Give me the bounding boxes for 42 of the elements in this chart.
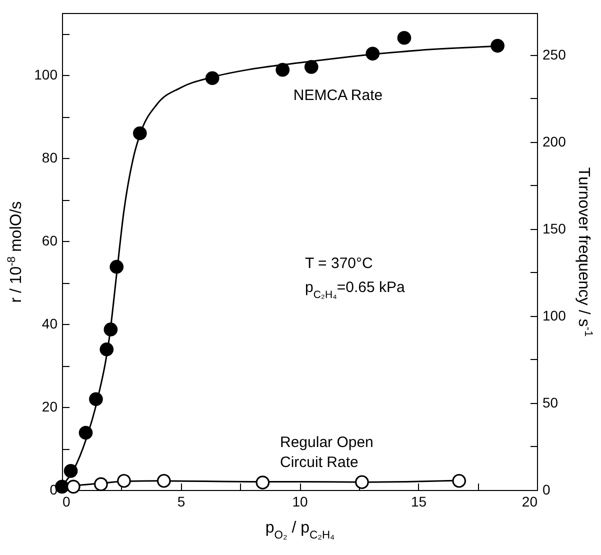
point — [397, 30, 412, 45]
point — [55, 480, 69, 494]
point — [78, 426, 93, 440]
point — [117, 474, 131, 488]
point — [64, 464, 78, 478]
x-axis-title: p$_{O₂}$ / p$_{C₂H₄}$ — [265, 520, 336, 542]
point — [452, 474, 466, 488]
x-tick-label: 15 — [410, 494, 427, 510]
point — [100, 342, 114, 356]
y2-tick-label: 100 — [542, 307, 566, 324]
y2-tick-label: 0 — [542, 482, 550, 498]
point — [110, 260, 124, 274]
point — [94, 477, 108, 492]
point — [205, 71, 220, 86]
annotation: T = 370°C — [305, 255, 374, 272]
annotation: p$_{C₂H₄}$=0.65 kPa — [305, 279, 406, 301]
point — [304, 60, 318, 74]
point — [355, 475, 369, 490]
y-tick-label: 100 — [34, 66, 58, 83]
x-tick-label: 5 — [177, 494, 186, 510]
point — [104, 322, 118, 336]
y2-tick-label: 200 — [542, 133, 566, 150]
y-tick-label: 60 — [42, 232, 58, 249]
point — [366, 46, 380, 61]
point — [66, 480, 80, 494]
point — [276, 62, 290, 77]
point — [256, 476, 270, 490]
y-tick-label: 20 — [42, 398, 58, 415]
series-label: NEMCA Rate — [293, 87, 383, 104]
point — [490, 38, 504, 53]
x-tick-label: 20 — [522, 494, 538, 510]
x-tick-label: 0 — [62, 494, 70, 510]
point — [156, 474, 171, 488]
y-tick-label: 80 — [42, 150, 58, 166]
y2-tick-label: 150 — [542, 220, 566, 236]
y2-tick-label: 250 — [542, 46, 566, 62]
series-label: Regular Open Circuit Rate — [280, 434, 374, 471]
y-tick-label: 40 — [42, 316, 58, 332]
point — [132, 126, 147, 140]
y2-tick-label: 50 — [542, 394, 558, 410]
point — [89, 392, 103, 406]
x-tick-label: 10 — [292, 494, 308, 510]
